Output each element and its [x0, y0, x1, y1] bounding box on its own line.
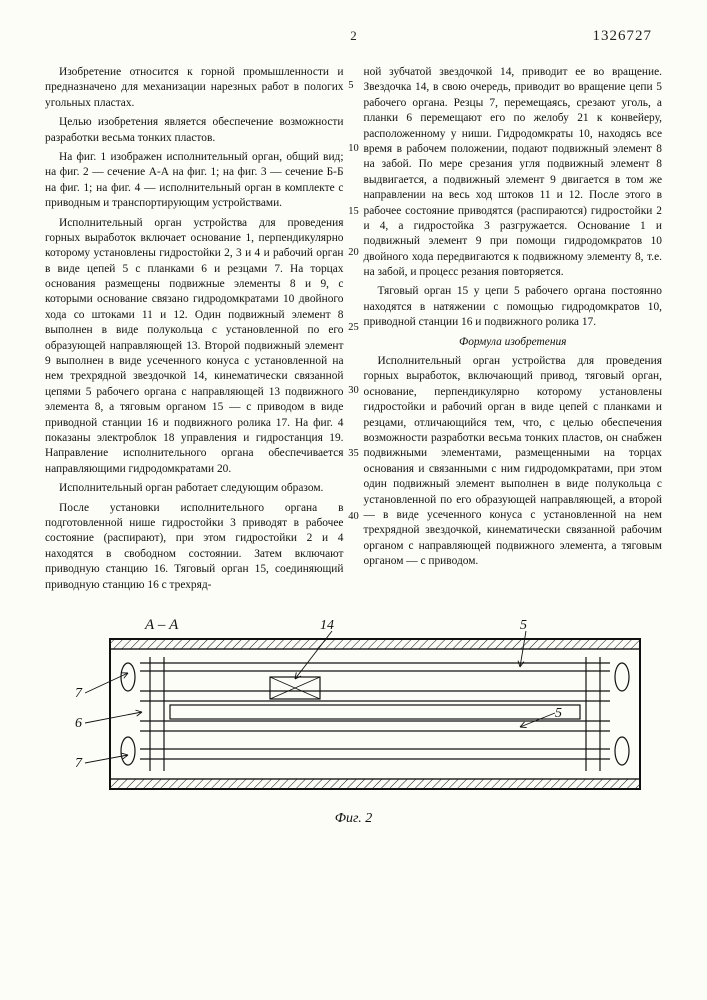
svg-text:А – А: А – А [144, 617, 179, 633]
left-column: Изобретение относится к горной промышлен… [45, 65, 344, 597]
paragraph: Исполнительный орган устройства для пров… [364, 354, 663, 569]
figure-2: А – А 14 5 5 7 6 7 Фиг. 2 [45, 615, 662, 827]
document-number: 1326727 [593, 28, 653, 45]
page: 2 1326727 5 10 15 20 25 30 35 40 Изобретение от… [0, 0, 707, 1000]
svg-text:14: 14 [320, 618, 334, 633]
page-number: 2 [350, 28, 357, 44]
right-column: ной зубчатой звездочкой 14, приводит ее … [364, 65, 663, 597]
line-marker: 25 [348, 322, 359, 333]
line-marker: 35 [348, 448, 359, 459]
svg-text:5: 5 [555, 706, 562, 721]
line-markers: 5 10 15 20 25 30 35 40 [348, 80, 359, 522]
paragraph: Исполнительный орган устройства для пров… [45, 216, 344, 478]
formula-title: Формула изобретения [364, 335, 663, 350]
paragraph: На фиг. 1 изображен исполнительный орган… [45, 150, 344, 212]
figure-caption: Фиг. 2 [45, 811, 662, 827]
svg-text:5: 5 [520, 618, 527, 633]
svg-text:7: 7 [75, 686, 83, 701]
svg-text:6: 6 [75, 716, 82, 731]
figure-svg: А – А 14 5 5 7 6 7 [45, 615, 662, 805]
line-marker: 5 [348, 80, 359, 91]
paragraph: После установки исполнительного органа в… [45, 501, 344, 593]
line-marker: 15 [348, 206, 359, 217]
paragraph: Изобретение относится к горной промышлен… [45, 65, 344, 111]
paragraph: Тяговый орган 15 у цепи 5 рабочего орган… [364, 284, 663, 330]
paragraph: ной зубчатой звездочкой 14, приводит ее … [364, 65, 663, 280]
line-marker: 20 [348, 247, 359, 258]
paragraph: Целью изобретения является обеспечение в… [45, 115, 344, 146]
paragraph: Исполнительный орган работает следующим … [45, 481, 344, 496]
line-marker: 30 [348, 385, 359, 396]
line-marker: 40 [348, 511, 359, 522]
line-marker: 10 [348, 143, 359, 154]
svg-text:7: 7 [75, 756, 83, 771]
